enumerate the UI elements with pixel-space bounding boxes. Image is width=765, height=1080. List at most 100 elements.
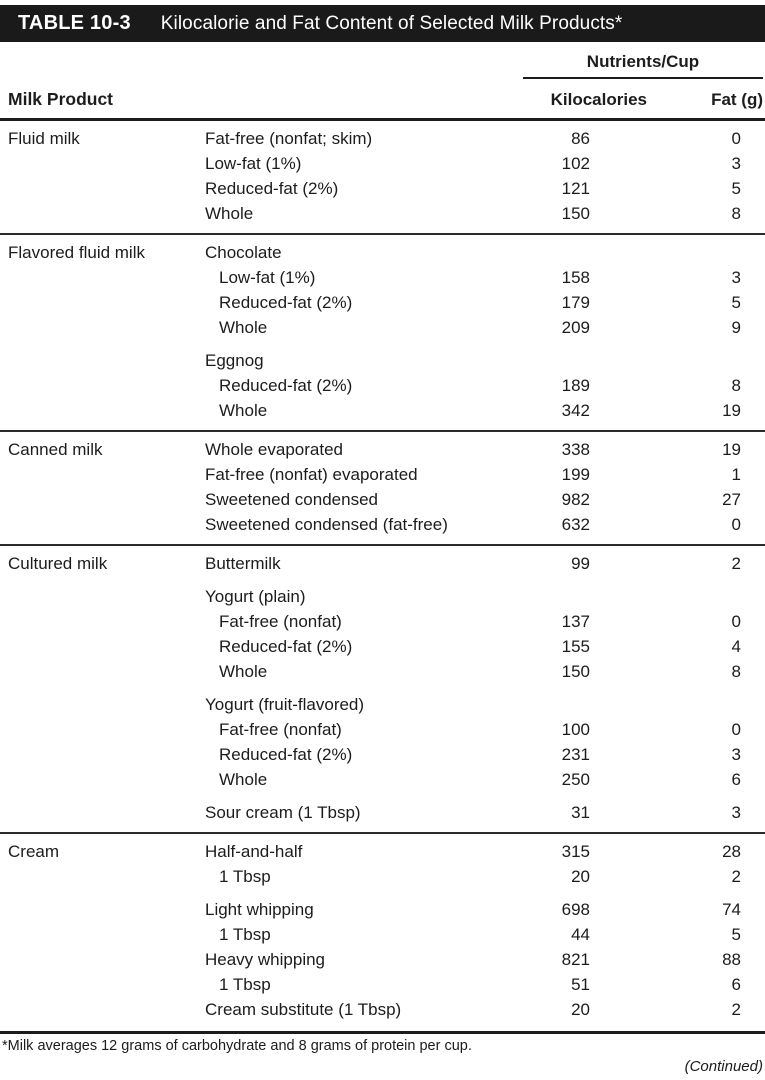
fat-cell: 28 <box>722 842 741 861</box>
table-number-label: TABLE 10-3 <box>18 12 131 34</box>
fat-cell: 0 <box>731 515 741 534</box>
kilocalories-cell <box>470 348 590 373</box>
milk-product-cell: Sweetened condensed (fat-free) <box>205 515 448 534</box>
table-row: Cream Half-and-half 315 28 <box>0 839 765 864</box>
category-cell: Fluid milk <box>8 129 80 148</box>
milk-product-cell: Reduced-fat (2%) <box>219 293 353 312</box>
fat-cell: 8 <box>731 376 741 395</box>
fat-cell: 5 <box>731 179 741 198</box>
milk-product-cell: Half-and-half <box>205 842 303 861</box>
kilocalories-cell: 982 <box>561 490 590 509</box>
milk-product-cell: Buttermilk <box>205 554 281 573</box>
category-cell <box>8 767 205 792</box>
kilocalories-cell: 179 <box>561 293 590 312</box>
fat-cell: 88 <box>722 950 741 969</box>
kilocalories-cell: 209 <box>561 318 590 337</box>
kilocalories-cell: 20 <box>571 1000 590 1019</box>
milk-product-cell: Eggnog <box>205 351 264 370</box>
kilocalories-cell: 51 <box>571 975 590 994</box>
kilocalories-cell: 150 <box>561 662 590 681</box>
fat-cell: 5 <box>731 925 741 944</box>
bottom-rule <box>0 1031 765 1034</box>
kilocalories-cell: 698 <box>561 900 590 919</box>
milk-product-cell: Low-fat (1%) <box>219 268 316 287</box>
fat-cell: 2 <box>731 1000 741 1019</box>
table-row: Reduced-fat (2%) 189 8 <box>0 373 765 398</box>
category-cell <box>8 692 205 717</box>
spanner-header-nutrients-per-cup: Nutrients/Cup <box>523 52 763 79</box>
table-row: Fat-free (nonfat) 137 0 <box>0 609 765 634</box>
kilocalories-cell <box>470 692 590 717</box>
category-cell <box>8 800 205 825</box>
kilocalories-cell: 189 <box>561 376 590 395</box>
fat-cell: 0 <box>731 612 741 631</box>
table-body: Fluid milk Fat-free (nonfat; skim) 86 0 Low-… <box>0 121 765 1029</box>
table-footnote: *Milk averages 12 grams of carbohydrate … <box>2 1038 472 1054</box>
category-cell <box>8 176 205 201</box>
category-cell <box>8 315 205 340</box>
fat-cell <box>590 584 765 609</box>
category-cell <box>8 290 205 315</box>
milk-product-cell: 1 Tbsp <box>219 925 271 944</box>
category-cell <box>8 487 205 512</box>
category-cell <box>8 972 205 997</box>
milk-product-cell: Chocolate <box>205 243 282 262</box>
milk-product-cell: Fat-free (nonfat; skim) <box>205 129 373 148</box>
table-row: Sour cream (1 Tbsp) 31 3 <box>0 800 765 825</box>
column-header-fat: Fat (g) <box>711 90 763 109</box>
fat-cell: 3 <box>731 154 741 173</box>
category-cell <box>8 897 205 922</box>
milk-product-cell: Sour cream (1 Tbsp) <box>205 803 361 822</box>
category-cell <box>8 512 205 537</box>
table-row: Light whipping 698 74 <box>0 897 765 922</box>
milk-product-cell: Light whipping <box>205 900 314 919</box>
fat-cell: 3 <box>731 803 741 822</box>
fat-cell: 5 <box>731 293 741 312</box>
fat-cell: 1 <box>731 465 741 484</box>
category-cell: Cultured milk <box>8 554 108 573</box>
kilocalories-cell: 31 <box>571 803 590 822</box>
fat-cell: 19 <box>722 440 741 459</box>
fat-cell: 9 <box>731 318 741 337</box>
milk-product-cell: Reduced-fat (2%) <box>219 745 353 764</box>
category-cell <box>8 462 205 487</box>
table-title-bar: TABLE 10-3 Kilocalorie and Fat Content o… <box>0 5 765 42</box>
category-cell <box>8 265 205 290</box>
table-row: Canned milk Whole evaporated 338 19 <box>0 437 765 462</box>
category-cell <box>8 348 205 373</box>
milk-product-cell: Cream substitute (1 Tbsp) <box>205 1000 402 1019</box>
column-header-kilocalories: Kilocalories <box>550 90 647 109</box>
category-cell: Flavored fluid milk <box>8 243 145 262</box>
table-row: Cultured milk Buttermilk 99 2 <box>0 551 765 576</box>
kilocalories-cell: 150 <box>561 204 590 223</box>
fat-cell: 8 <box>731 204 741 223</box>
table-row: Fluid milk Fat-free (nonfat; skim) 86 0 <box>0 126 765 151</box>
fat-cell: 3 <box>731 268 741 287</box>
category-cell <box>8 742 205 767</box>
table-row: Sweetened condensed (fat-free) 632 0 <box>0 512 765 537</box>
table-row: 1 Tbsp 20 2 <box>0 864 765 889</box>
table-row: Whole 209 9 <box>0 315 765 340</box>
milk-product-cell: Yogurt (plain) <box>205 587 306 606</box>
fat-cell: 2 <box>731 554 741 573</box>
milk-product-cell: Heavy whipping <box>205 950 326 969</box>
fat-cell <box>590 240 765 265</box>
milk-product-cell: Whole <box>205 204 254 223</box>
kilocalories-cell: 155 <box>561 637 590 656</box>
fat-cell: 3 <box>731 745 741 764</box>
kilocalories-cell: 121 <box>561 179 590 198</box>
milk-product-cell: 1 Tbsp <box>219 867 271 886</box>
kilocalories-cell: 102 <box>561 154 590 173</box>
table-row: Whole 250 6 <box>0 767 765 792</box>
table-row: Reduced-fat (2%) 179 5 <box>0 290 765 315</box>
milk-product-cell: Fat-free (nonfat) <box>219 720 342 739</box>
table-row: Eggnog <box>0 348 765 373</box>
fat-cell <box>590 348 765 373</box>
fat-cell: 8 <box>731 662 741 681</box>
milk-product-cell: Reduced-fat (2%) <box>219 637 353 656</box>
kilocalories-cell: 342 <box>561 401 590 420</box>
kilocalories-cell: 199 <box>561 465 590 484</box>
table-section: Cream Half-and-half 315 28 1 Tbsp 20 2 Light wh… <box>0 832 765 1029</box>
table-row: 1 Tbsp 51 6 <box>0 972 765 997</box>
kilocalories-cell: 99 <box>571 554 590 573</box>
